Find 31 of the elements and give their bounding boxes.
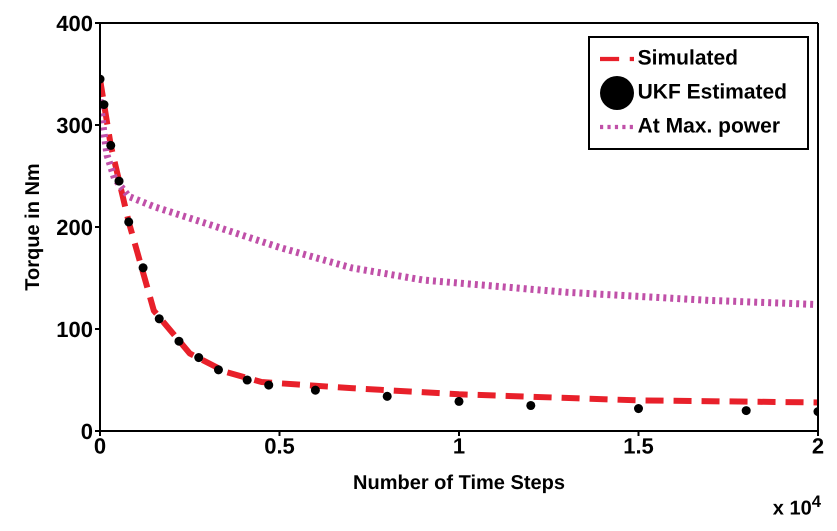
point bbox=[100, 100, 108, 110]
x-tick-label: 2 bbox=[812, 434, 824, 459]
y-tick-label: 200 bbox=[56, 214, 93, 240]
point bbox=[310, 386, 320, 395]
y-tick-label: 300 bbox=[56, 112, 93, 138]
point bbox=[124, 217, 134, 226]
legend-label: At Max. power bbox=[638, 114, 780, 138]
point bbox=[454, 396, 464, 406]
point bbox=[214, 365, 223, 374]
point bbox=[742, 406, 751, 416]
y-axis-title: Torque in Nm bbox=[22, 163, 44, 291]
point bbox=[154, 314, 164, 324]
point bbox=[264, 380, 274, 390]
x-tick-label: 1.5 bbox=[623, 434, 654, 459]
y-tick-label: 400 bbox=[56, 10, 93, 36]
legend-label: Simulated bbox=[638, 46, 738, 70]
x-tick-label: 0.5 bbox=[264, 434, 295, 459]
x-tick-label: 1 bbox=[452, 434, 466, 459]
text: x 10$^{4}$ bbox=[772, 492, 821, 521]
point bbox=[194, 353, 204, 362]
point bbox=[242, 375, 252, 385]
point bbox=[138, 263, 148, 272]
legend-label: UKF Estimated bbox=[638, 80, 787, 104]
y-tick-label: 100 bbox=[56, 316, 93, 342]
point bbox=[174, 336, 184, 346]
x-axis-title: Number of Time Steps bbox=[353, 472, 565, 494]
point bbox=[114, 176, 124, 186]
point bbox=[382, 392, 392, 401]
point bbox=[526, 400, 536, 410]
point bbox=[634, 404, 644, 414]
point bbox=[106, 140, 116, 150]
